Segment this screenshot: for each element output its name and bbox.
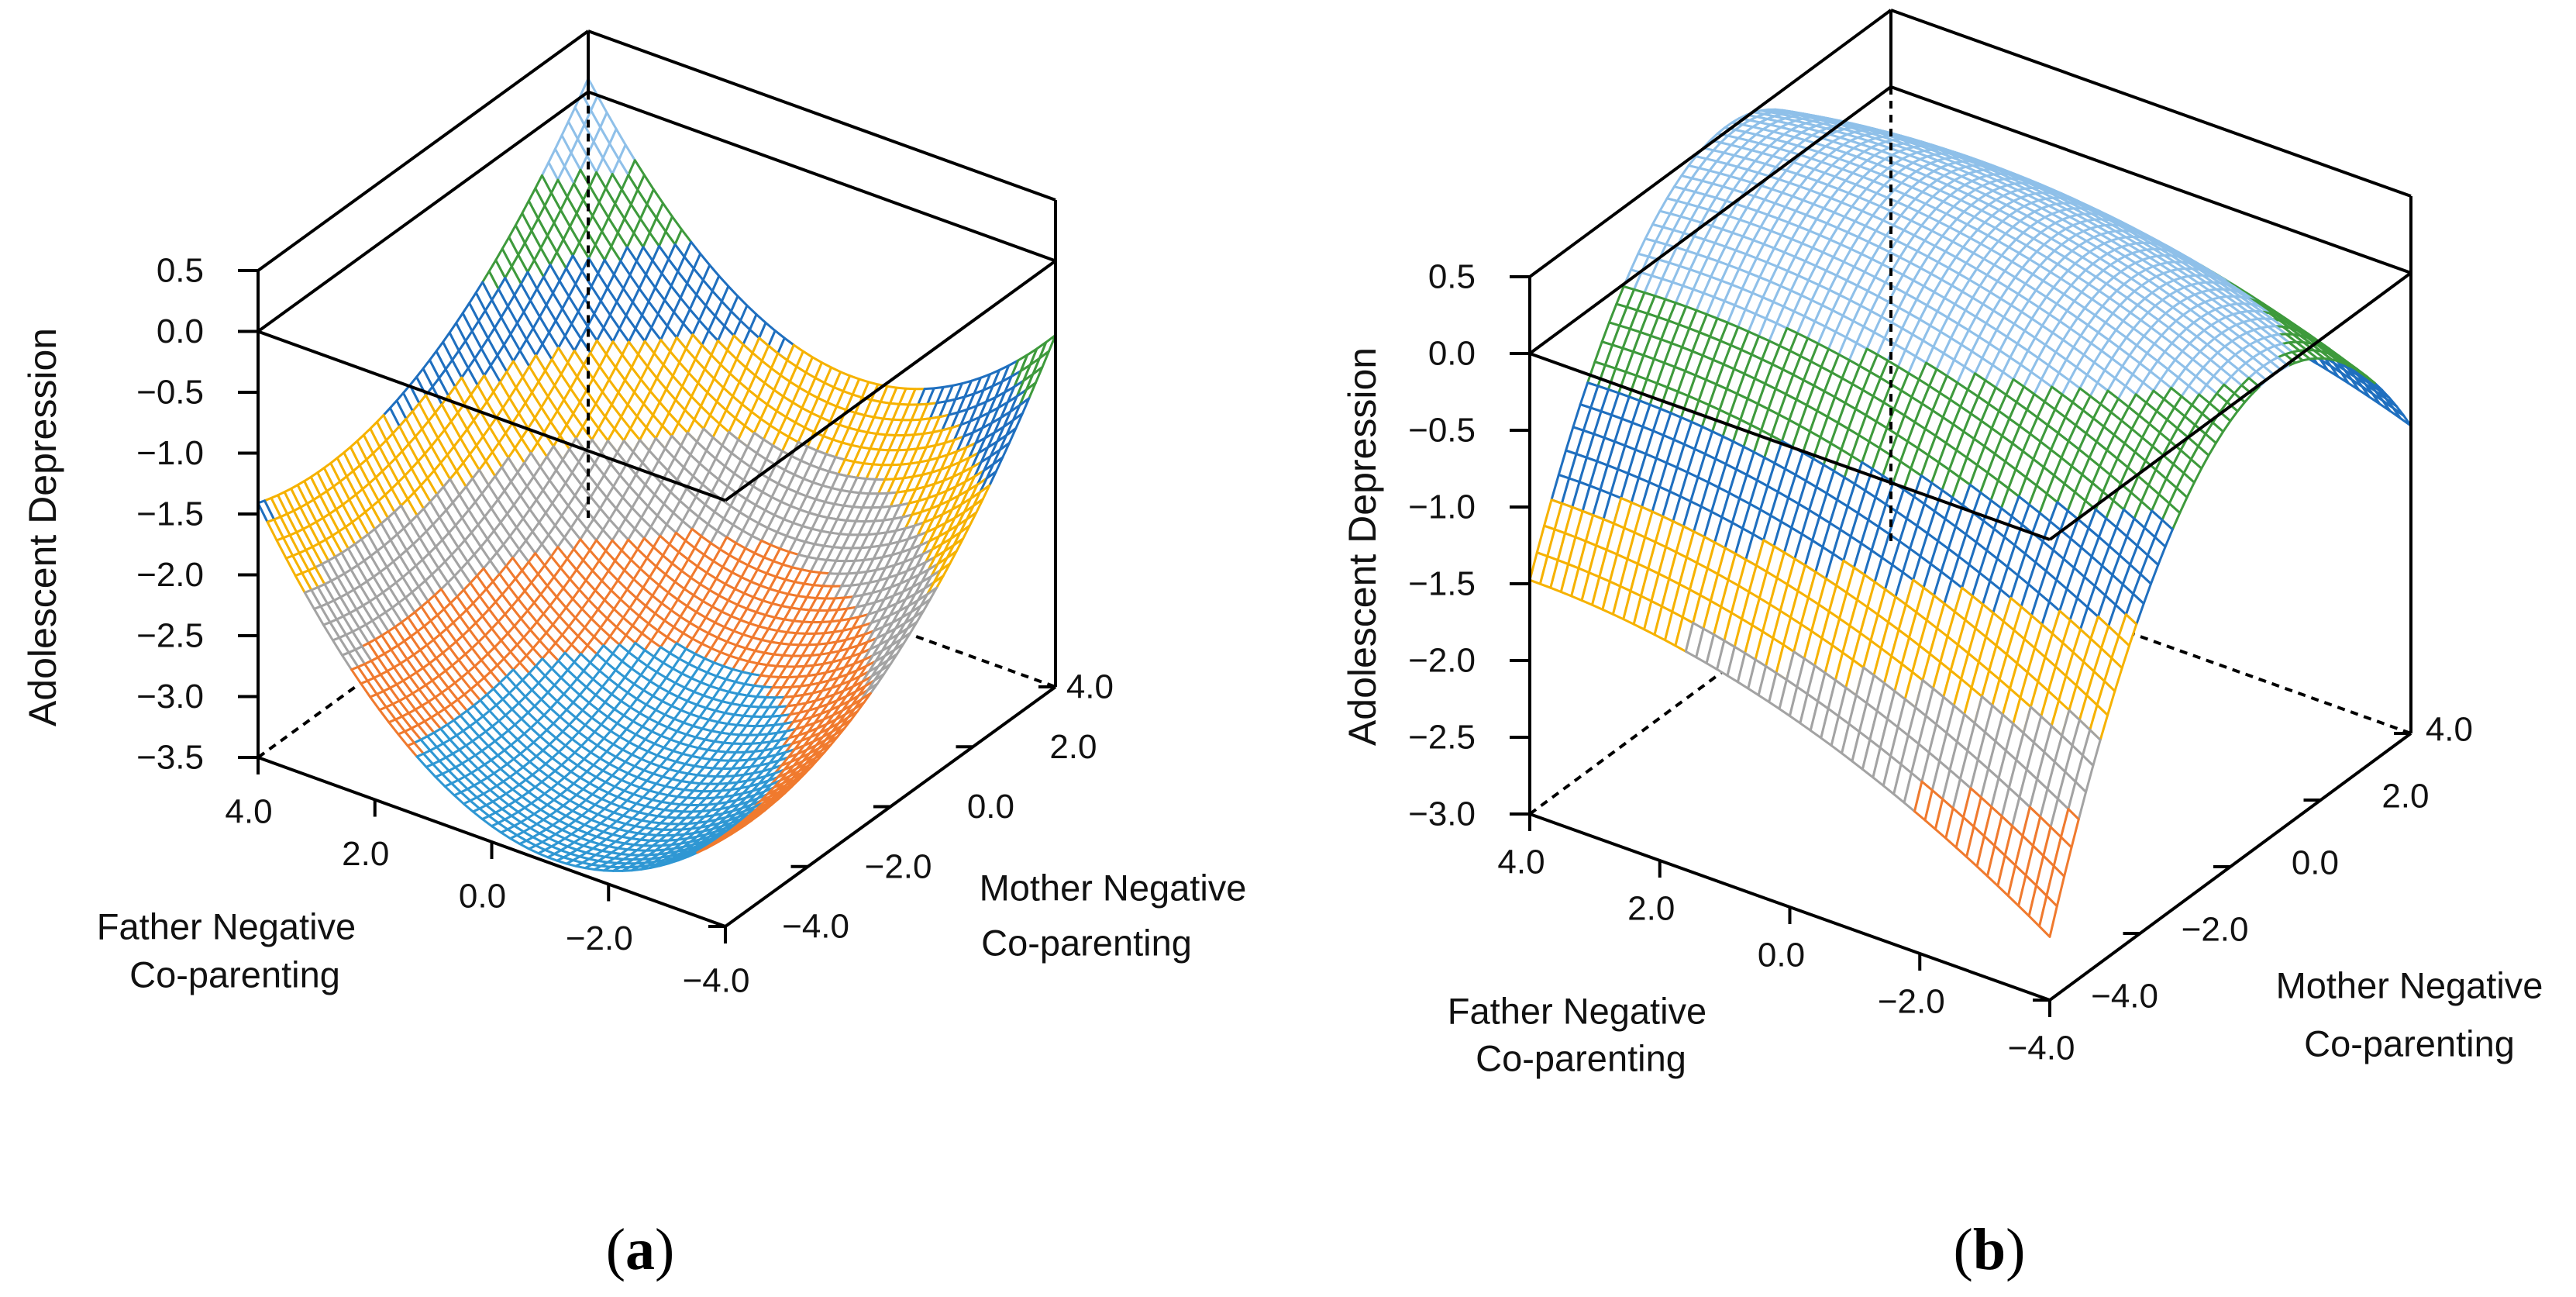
father-axis-title: Co-parenting	[129, 954, 340, 995]
father-tick-label: 2.0	[342, 835, 389, 873]
mother-axis-title: Mother Negative	[980, 868, 1247, 909]
caption-close: )	[655, 1217, 674, 1282]
caption-letter: a	[625, 1217, 655, 1282]
father-tick-label: −2.0	[566, 919, 633, 957]
z-tick-label: −3.5	[136, 739, 204, 777]
zero-plane-edge	[257, 329, 726, 502]
mother-tick-label: 2.0	[1049, 728, 1097, 766]
mother-axis-title: Co-parenting	[981, 923, 1192, 964]
mother-tick-label: 4.0	[1066, 668, 1114, 706]
top-edge	[257, 29, 590, 272]
caption-open: (	[606, 1217, 625, 1282]
father-tick-label: −4.0	[683, 962, 750, 1000]
surface-plot-b: 0.50.0−0.5−1.0−1.5−2.0−2.5−3.04.02.00.0−…	[1341, 9, 2543, 1282]
father-tick-label: 0.0	[459, 878, 506, 916]
zero-plane-edge	[724, 259, 1057, 502]
z-tick-label: −2.0	[136, 556, 204, 594]
mother-tick-label: 0.0	[967, 788, 1014, 826]
z-axis-title: Adolescent Depression	[21, 328, 64, 726]
zero-plane-edge	[257, 90, 590, 333]
panel-caption: (a)	[606, 1217, 675, 1282]
father-axis-title: Father Negative	[97, 906, 356, 947]
zero-plane-edge	[587, 90, 1056, 263]
mother-tick-label: −2.0	[865, 847, 932, 885]
z-tick-label: −1.0	[136, 434, 204, 472]
father-tick-label: 4.0	[225, 793, 272, 831]
back-floor-edge	[1528, 546, 1892, 816]
mother-tick-label: −4.0	[782, 908, 849, 946]
z-tick-label: −3.0	[136, 678, 204, 716]
surface-plot-a: 0.5 0.0 −0.5 −1.0 −1.5 −2.0 −2.5 −3.0 −3.5 4.0 2.0…	[21, 29, 1247, 1282]
mesh-cell	[715, 832, 733, 844]
surface-mesh	[1528, 108, 2412, 938]
z-tick-label: 0.0	[157, 312, 204, 350]
z-tick-label: −1.5	[136, 495, 204, 533]
z-tick-label: −2.5	[136, 617, 204, 655]
top-edge	[587, 29, 1056, 202]
z-tick-label: 0.5	[157, 252, 204, 290]
z-tick-label: −0.5	[136, 374, 204, 412]
